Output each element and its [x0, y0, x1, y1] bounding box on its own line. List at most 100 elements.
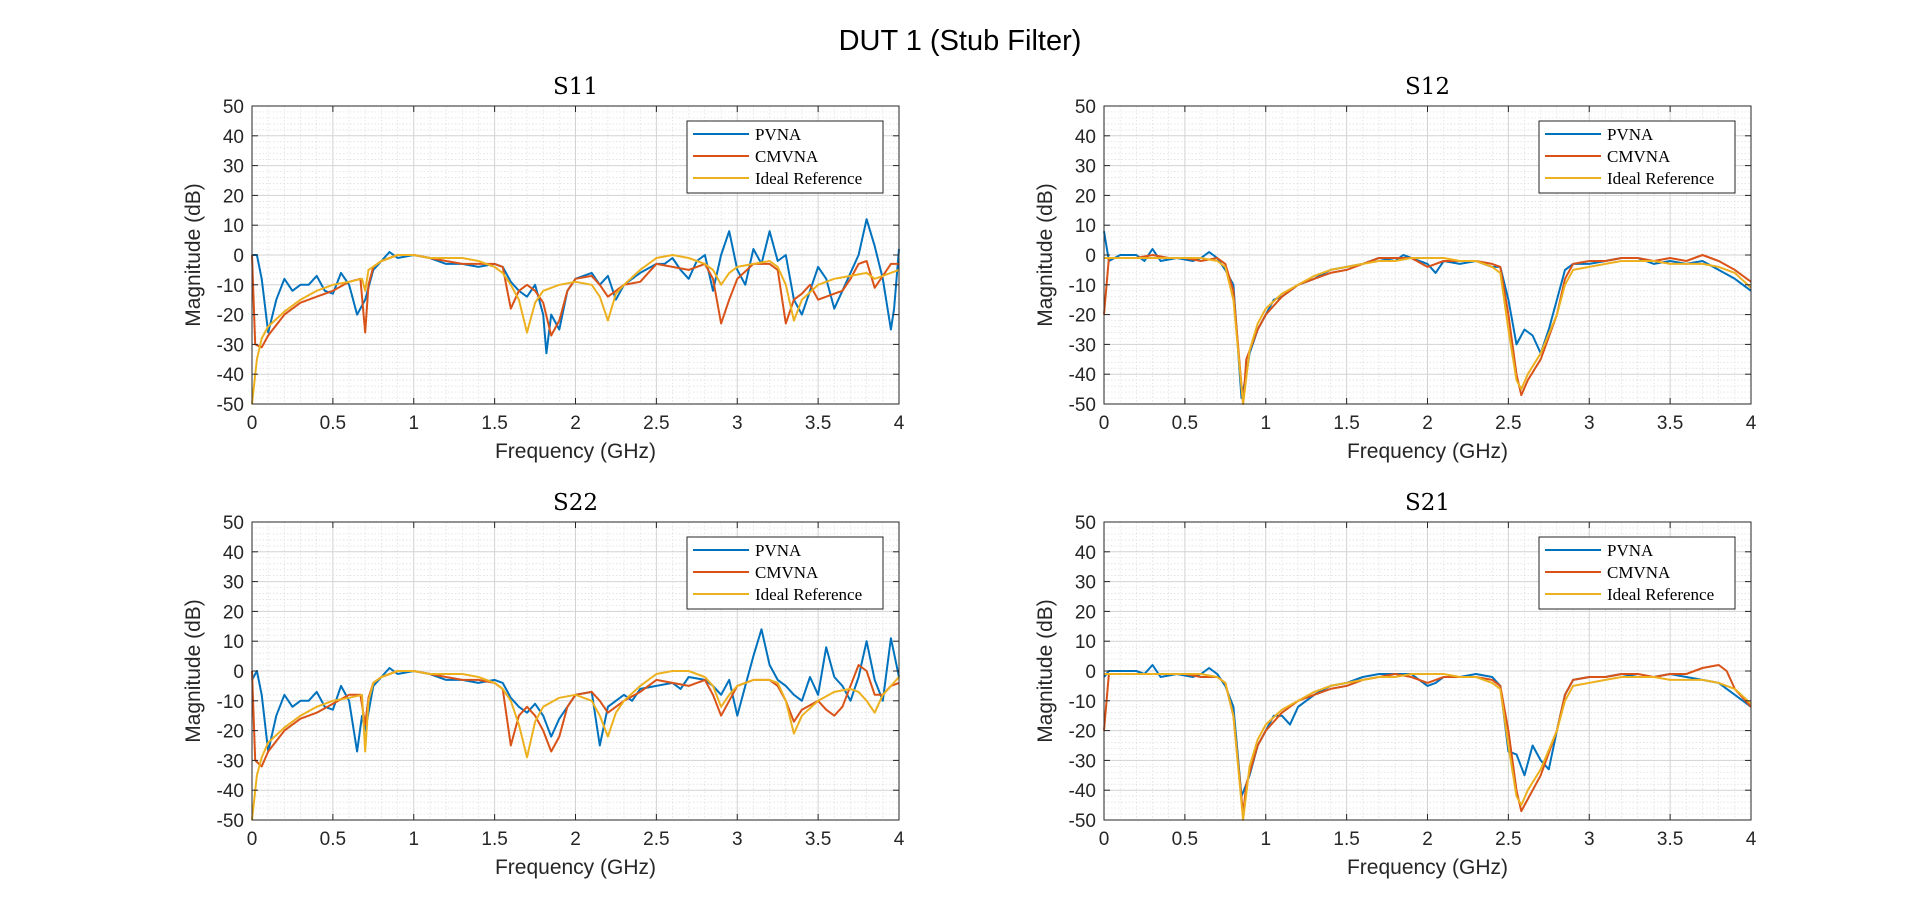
legend-label: Ideal Reference — [1607, 585, 1714, 604]
y-tick-label: 50 — [223, 97, 244, 118]
y-tick-label: -10 — [1069, 692, 1096, 713]
legend: PVNA CMVNA Ideal Reference — [686, 120, 884, 194]
x-tick-label: 1 — [1260, 413, 1271, 434]
legend-label: PVNA — [755, 125, 802, 144]
legend-label: CMVNA — [1607, 563, 1671, 582]
legend: PVNA CMVNA Ideal Reference — [686, 536, 884, 610]
y-tick-label: -40 — [217, 365, 244, 386]
legend: PVNA CMVNA Ideal Reference — [1538, 536, 1736, 610]
series-line-ideal-reference — [251, 670, 900, 821]
y-axis-label: Magnitude (dB) — [182, 183, 205, 327]
series-line-ideal-reference — [1104, 673, 1752, 821]
x-tick-label: 0 — [247, 413, 258, 434]
y-tick-label: -20 — [1069, 722, 1096, 743]
x-tick-label: 1.5 — [1333, 413, 1359, 434]
y-tick-label: 40 — [1075, 543, 1096, 564]
x-axis-label: Frequency (GHz) — [495, 440, 656, 463]
subplot-title: S11 — [553, 74, 598, 100]
y-tick-label: 40 — [1075, 127, 1096, 148]
x-tick-label: 1 — [408, 829, 419, 850]
y-tick-label: 10 — [223, 632, 244, 653]
y-tick-label: 30 — [223, 157, 244, 178]
y-tick-label: 20 — [223, 186, 244, 207]
x-tick-label: 0.5 — [1172, 413, 1198, 434]
x-tick-label: 1.5 — [481, 413, 507, 434]
x-tick-label: 4 — [1746, 413, 1757, 434]
y-tick-label: 30 — [1075, 573, 1096, 594]
x-tick-label: 3 — [732, 413, 743, 434]
x-tick-label: 0 — [1099, 829, 1110, 850]
y-axis-label: Magnitude (dB) — [1034, 183, 1057, 327]
x-tick-label: 2.5 — [1495, 829, 1521, 850]
x-tick-label: 3 — [732, 829, 743, 850]
x-tick-label: 0.5 — [320, 413, 346, 434]
x-tick-label: 2 — [570, 829, 581, 850]
y-tick-label: -30 — [1069, 751, 1096, 772]
ticks — [251, 521, 900, 821]
x-tick-label: 2.5 — [643, 829, 669, 850]
y-tick-label: 50 — [223, 513, 244, 534]
y-tick-label: 20 — [1075, 186, 1096, 207]
legend-label: Ideal Reference — [755, 169, 862, 188]
x-tick-label: 0.5 — [320, 829, 346, 850]
x-tick-label: 1.5 — [1333, 829, 1359, 850]
series-line-cmvna — [1103, 254, 1752, 405]
ticks — [1103, 105, 1752, 405]
x-axis-label: Frequency (GHz) — [1347, 440, 1508, 463]
x-tick-label: 4 — [1746, 829, 1757, 850]
x-tick-label: 1 — [408, 413, 419, 434]
legend-label: PVNA — [1607, 541, 1654, 560]
x-tick-label: 2.5 — [1495, 413, 1521, 434]
x-tick-label: 1.5 — [481, 829, 507, 850]
y-tick-label: -10 — [217, 692, 244, 713]
y-tick-label: -20 — [217, 306, 244, 327]
y-tick-label: -50 — [217, 395, 244, 416]
legend-label: Ideal Reference — [755, 585, 862, 604]
y-tick-label: -30 — [217, 751, 244, 772]
subplot-grid: 0 0.5 1 1.5 2 2.5 3 3.5 4-50-40-30-20-1001020304… — [182, 74, 1757, 879]
legend-label: CMVNA — [1607, 147, 1671, 166]
y-tick-label: 20 — [1075, 602, 1096, 623]
y-tick-label: 10 — [1075, 632, 1096, 653]
y-tick-label: 10 — [223, 216, 244, 237]
figure-title: DUT 1 (Stub Filter) — [839, 25, 1082, 57]
series-line-pvna — [252, 218, 900, 355]
subplot-title: S22 — [553, 490, 598, 516]
y-tick-label: 30 — [223, 573, 244, 594]
y-tick-label: 40 — [223, 127, 244, 148]
y-tick-label: -50 — [1069, 811, 1096, 832]
x-tick-label: 1 — [1260, 829, 1271, 850]
subplot-title: S21 — [1405, 490, 1450, 516]
x-tick-label: 0 — [247, 829, 258, 850]
x-axis-label: Frequency (GHz) — [495, 856, 656, 879]
x-tick-label: 3.5 — [1657, 413, 1683, 434]
y-tick-label: 50 — [1075, 97, 1096, 118]
x-axis-label: Frequency (GHz) — [1347, 856, 1508, 879]
y-axis-label: Magnitude (dB) — [1034, 599, 1057, 743]
subplot-s12: 0 0.5 1 1.5 2 2.5 3 3.5 4 -50 -40 -30 -20 -10 0 10 20 30 4… — [1034, 74, 1757, 463]
y-tick-label: 50 — [1075, 513, 1096, 534]
x-tick-label: 2 — [1422, 829, 1433, 850]
y-tick-label: 0 — [233, 246, 244, 267]
series-line-cmvna — [251, 254, 899, 349]
x-tick-label: 3.5 — [805, 829, 831, 850]
x-tick-label: 2 — [1422, 413, 1433, 434]
legend-label: PVNA — [1607, 125, 1654, 144]
y-tick-label: -40 — [217, 781, 244, 802]
y-tick-label: -20 — [217, 722, 244, 743]
x-tick-label: 4 — [894, 413, 905, 434]
y-tick-label: 0 — [1085, 662, 1096, 683]
series-line-ideal-reference — [1104, 257, 1752, 405]
y-tick-label: 30 — [1075, 157, 1096, 178]
y-tick-label: -30 — [217, 335, 244, 356]
x-tick-label: 3.5 — [1657, 829, 1683, 850]
y-tick-label: -20 — [1069, 306, 1096, 327]
subplot-title: S12 — [1405, 74, 1450, 100]
x-tick-label: 3.5 — [805, 413, 831, 434]
y-tick-label: -50 — [217, 811, 244, 832]
legend-label: Ideal Reference — [1607, 169, 1714, 188]
x-tick-label: 0 — [1099, 413, 1110, 434]
y-tick-label: -30 — [1069, 335, 1096, 356]
ticks — [251, 105, 900, 405]
